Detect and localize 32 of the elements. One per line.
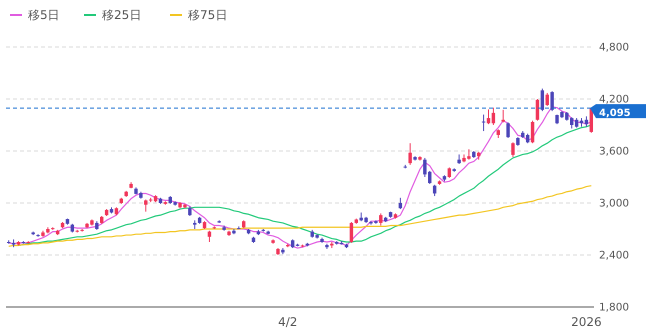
candlestick xyxy=(408,142,412,166)
candlestick xyxy=(550,90,554,112)
legend-label: 移25日 xyxy=(102,8,142,22)
ref-line-label: 4,095 xyxy=(599,108,631,120)
candlestick xyxy=(398,197,402,210)
candlestick xyxy=(506,122,510,138)
legend-label: 移75日 xyxy=(188,8,228,22)
candlestick xyxy=(432,184,436,197)
legend-label: 移5日 xyxy=(28,8,60,22)
line-series xyxy=(8,106,592,249)
candlestick xyxy=(448,166,452,178)
candlestick xyxy=(208,230,212,242)
y-tick-label: 4,200 xyxy=(599,94,630,106)
x-tick-label: 2026 xyxy=(571,315,602,329)
candlestick xyxy=(188,206,192,216)
candlestick xyxy=(530,120,534,144)
candlestick xyxy=(482,114,486,132)
y-tick-label: 2,400 xyxy=(599,250,630,262)
y-tick-label: 3,600 xyxy=(599,146,630,158)
x-tick-label: 4/2 xyxy=(278,315,298,329)
y-tick-label: 4,800 xyxy=(599,42,630,54)
candlestick xyxy=(511,142,515,158)
line-series xyxy=(8,185,592,247)
candlestick xyxy=(536,98,540,122)
y-tick-label: 3,000 xyxy=(599,198,630,210)
candlestick xyxy=(546,92,549,106)
candlestick xyxy=(144,199,148,212)
candlestick xyxy=(457,154,461,164)
candlestick xyxy=(350,222,354,244)
candlestick xyxy=(540,88,544,112)
y-tick-label: 1,800 xyxy=(599,302,630,314)
candlestick xyxy=(379,212,382,226)
